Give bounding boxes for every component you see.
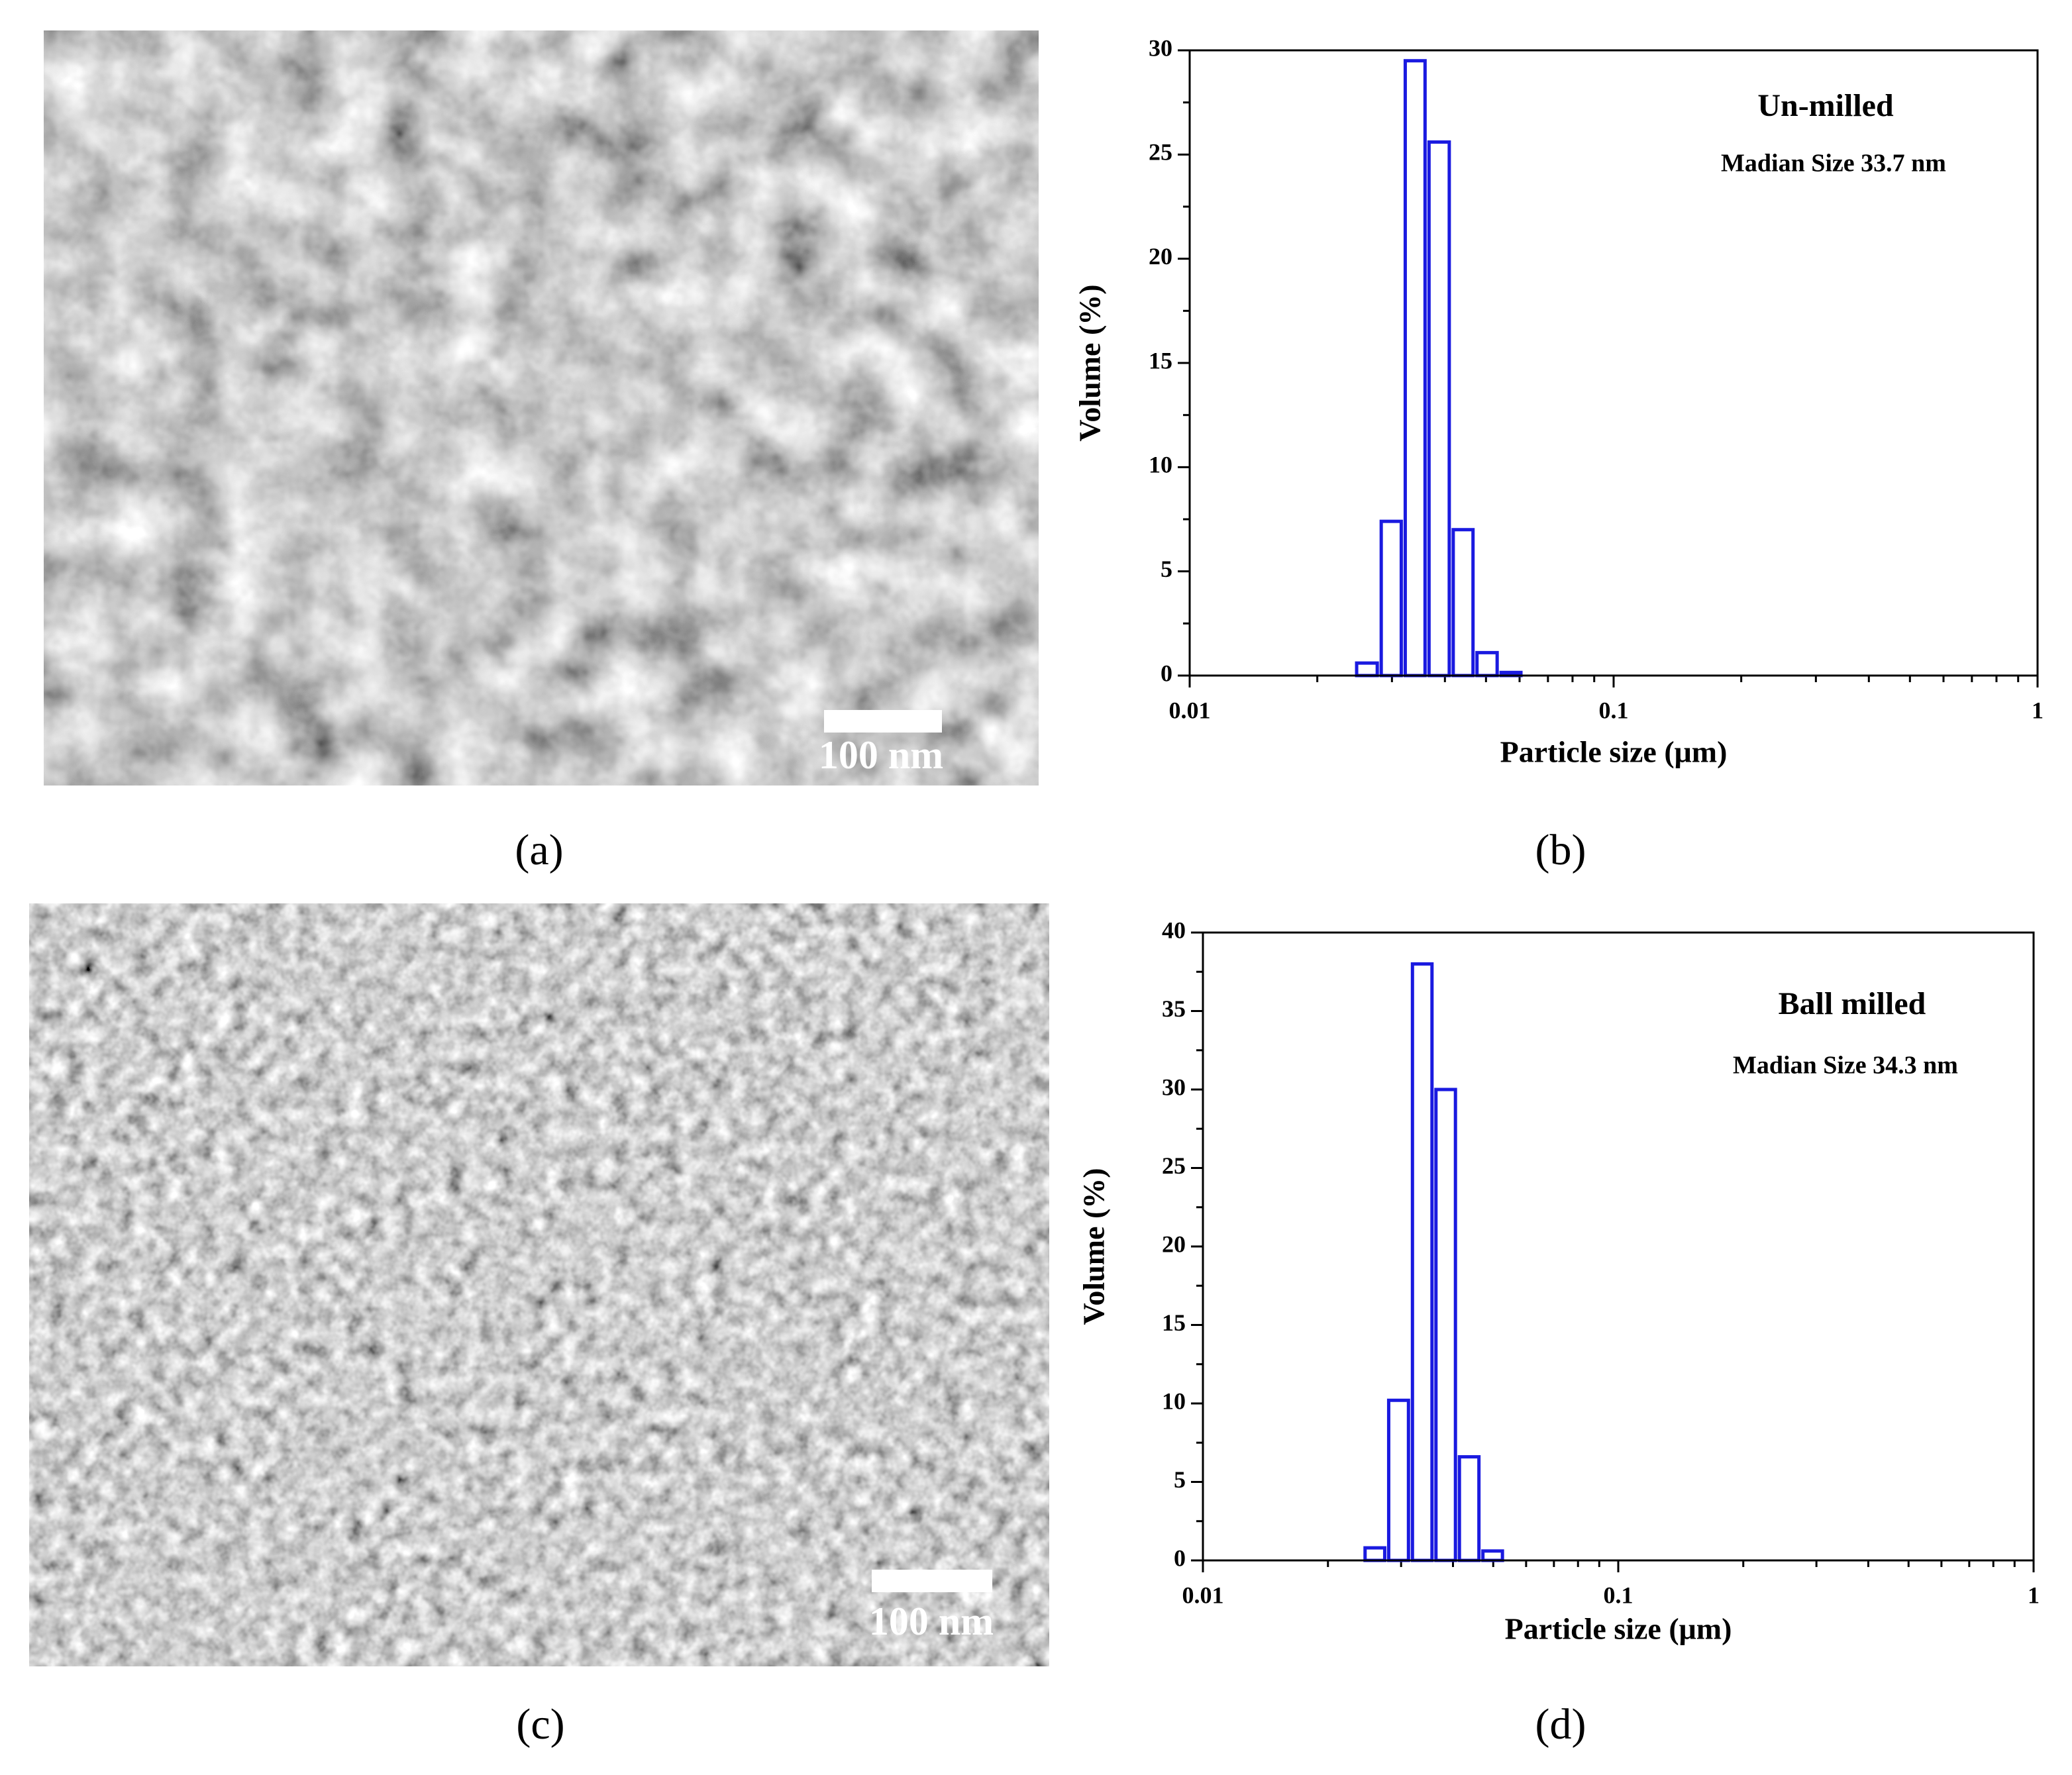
y-tick-label: 30 <box>1162 1074 1186 1100</box>
plot-frame <box>1202 931 2035 1562</box>
y-axis-title: Volume (%) <box>1077 1168 1111 1325</box>
y-tick-label: 10 <box>1162 1388 1186 1414</box>
y-tick-label: 15 <box>1149 347 1172 374</box>
bar <box>1355 661 1379 678</box>
panel-label: (d) <box>1535 1700 1586 1749</box>
y-tick-label: 15 <box>1162 1309 1186 1336</box>
y-axis-title: Volume (%) <box>1073 284 1107 441</box>
panel-label: (b) <box>1535 826 1586 874</box>
scale-bar-label: 100 nm <box>819 733 943 777</box>
annotation: Un-milled <box>1757 88 1894 123</box>
bar <box>1451 528 1475 678</box>
y-tick-label: 5 <box>1174 1466 1186 1493</box>
sem-texture <box>44 30 1039 786</box>
x-tick-label: 0.01 <box>1182 1582 1224 1608</box>
y-tick-label: 20 <box>1162 1231 1186 1257</box>
x-tick-label: 1 <box>2028 1582 2040 1608</box>
annotation: Ball milled <box>1779 986 1926 1021</box>
plot-frame <box>1188 49 2039 677</box>
bar <box>1379 519 1403 678</box>
y-tick-label: 35 <box>1162 995 1186 1022</box>
bar <box>1434 1088 1457 1562</box>
x-axis-title: Particle size (μm) <box>1505 1612 1732 1646</box>
y-tick-label: 20 <box>1149 243 1172 270</box>
bar <box>1363 1546 1386 1562</box>
y-tick-label: 30 <box>1149 34 1172 61</box>
panel-label: (a) <box>515 826 563 874</box>
annotation: Madian Size 33.7 nm <box>1721 150 1946 178</box>
y-tick-label: 40 <box>1162 917 1186 943</box>
y-tick-label: 5 <box>1161 556 1172 582</box>
scale-bar <box>872 1570 992 1592</box>
annotation: Madian Size 34.3 nm <box>1733 1052 1958 1080</box>
y-tick-label: 0 <box>1161 660 1172 686</box>
bar <box>1386 1398 1410 1562</box>
sem-texture <box>29 903 1049 1666</box>
bar <box>1481 1549 1504 1562</box>
y-tick-label: 10 <box>1149 452 1172 478</box>
bar <box>1403 59 1427 678</box>
y-tick-label: 25 <box>1149 139 1172 166</box>
panel-label: (c) <box>516 1700 564 1749</box>
bar <box>1457 1455 1481 1562</box>
x-tick-label: 0.1 <box>1599 697 1629 723</box>
x-axis-title: Particle size (μm) <box>1500 735 1728 769</box>
bar <box>1427 140 1451 678</box>
x-tick-label: 1 <box>2032 697 2044 723</box>
y-tick-label: 0 <box>1174 1545 1186 1571</box>
y-tick-label: 25 <box>1162 1152 1186 1179</box>
x-tick-label: 0.01 <box>1169 697 1211 723</box>
scale-bar <box>824 710 942 733</box>
x-tick-label: 0.1 <box>1604 1582 1633 1608</box>
bar <box>1475 650 1499 678</box>
bar <box>1410 962 1434 1562</box>
scale-bar-label: 100 nm <box>869 1599 994 1643</box>
